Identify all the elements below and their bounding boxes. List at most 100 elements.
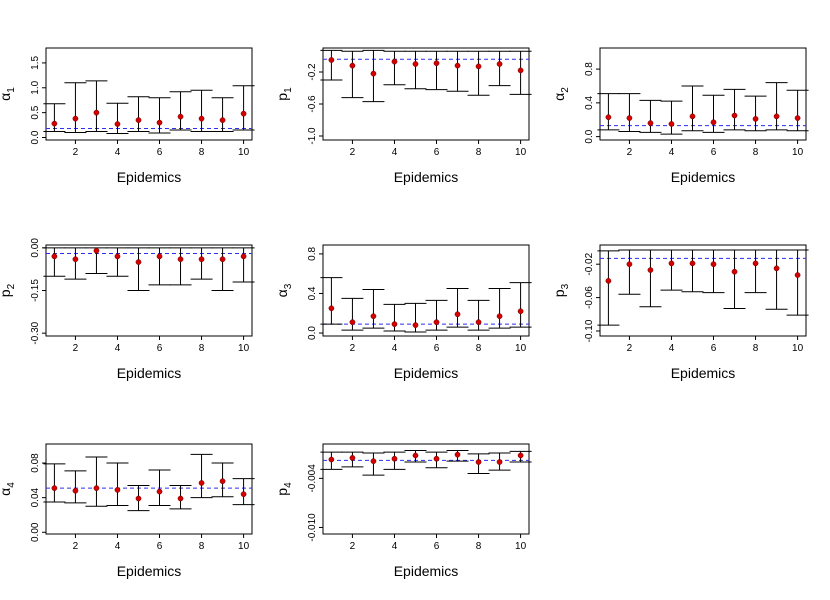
x-tick-label: 8 — [476, 541, 482, 552]
y-tick-label: 0.0 — [30, 130, 41, 144]
x-axis-label: Epidemics — [117, 365, 182, 381]
x-tick-label: 10 — [792, 147, 804, 158]
data-point — [794, 115, 801, 121]
x-axis-label: Epidemics — [394, 563, 459, 579]
data-point — [391, 58, 398, 65]
x-tick-label: 6 — [434, 147, 440, 158]
data-point — [135, 495, 142, 502]
data-point — [51, 253, 58, 260]
panel-5: 2 4 6 8 10 0.0 0.4 0.8 Epidemics α3 — [274, 244, 532, 381]
y-axis-label: p1 — [274, 87, 294, 101]
data-point — [93, 485, 100, 491]
x-axis-label: Epidemics — [671, 365, 736, 381]
y-axis-label-symbol: p — [0, 289, 13, 297]
data-point — [240, 110, 247, 117]
y-axis-label-symbol: α — [0, 488, 13, 496]
data-point — [647, 267, 654, 273]
data-point — [370, 313, 377, 320]
plot-frame — [599, 244, 807, 337]
y-tick-label: 0.4 — [307, 286, 318, 300]
data-point — [93, 109, 100, 116]
x-tick-label: 4 — [115, 147, 121, 158]
x-tick-label: 2 — [350, 541, 356, 552]
x-tick-label: 10 — [238, 541, 250, 552]
x-tick-label: 4 — [669, 147, 675, 158]
data-point — [219, 117, 226, 123]
data-point — [412, 322, 419, 328]
data-point — [328, 305, 335, 312]
data-point — [177, 495, 184, 502]
x-tick-label: 2 — [73, 343, 79, 354]
data-point — [156, 253, 163, 260]
data-point — [135, 117, 142, 123]
data-point — [412, 452, 419, 459]
y-tick-label: -0.10 — [584, 319, 595, 342]
x-tick-label: 10 — [515, 541, 527, 552]
data-point — [433, 455, 440, 462]
x-tick-label: 10 — [515, 147, 527, 158]
plot-frame — [322, 443, 530, 535]
panel-2: 2 4 6 8 10 -1.0 -0.6 -0.2 Epidemics p1 — [274, 47, 532, 185]
data-point — [626, 261, 633, 268]
y-axis-label: α4 — [0, 482, 17, 496]
data-point — [433, 319, 440, 326]
y-tick-label: 0.5 — [30, 105, 41, 119]
x-tick-label: 6 — [434, 343, 440, 354]
y-axis-label: p2 — [0, 283, 17, 297]
data-point — [496, 61, 503, 67]
y-tick-label: -0.02 — [584, 252, 595, 275]
x-tick-label: 10 — [515, 343, 527, 354]
data-point — [752, 116, 759, 122]
data-point — [731, 268, 738, 275]
data-point — [72, 115, 79, 122]
panel-1: 2 4 6 8 10 0.0 0.5 1.0 1.5 Epidemics α1 — [0, 47, 255, 185]
y-tick-label: 0.00 — [30, 522, 41, 542]
x-tick-label: 10 — [792, 343, 804, 354]
y-axis-label-subscript: 2 — [6, 283, 17, 289]
data-point — [773, 113, 780, 120]
x-tick-label: 8 — [199, 541, 205, 552]
data-point — [370, 70, 377, 77]
y-axis-label-subscript: 1 — [6, 87, 17, 93]
data-point — [370, 458, 377, 465]
data-point — [454, 311, 461, 318]
x-tick-label: 6 — [434, 541, 440, 552]
plot-frame — [322, 244, 530, 337]
data-point — [496, 459, 503, 465]
x-axis-label: Epidemics — [117, 563, 182, 579]
data-point — [668, 121, 675, 127]
data-point — [240, 491, 247, 498]
data-point — [626, 115, 633, 121]
data-point — [517, 452, 524, 459]
y-axis-label-subscript: 3 — [560, 283, 571, 289]
x-tick-label: 6 — [157, 541, 163, 552]
data-point — [328, 456, 335, 463]
data-point — [433, 60, 440, 67]
data-point — [647, 120, 654, 126]
data-point — [710, 261, 717, 268]
x-tick-label: 8 — [753, 147, 759, 158]
data-point — [605, 278, 612, 284]
x-tick-label: 6 — [157, 147, 163, 158]
x-tick-label: 4 — [115, 541, 121, 552]
data-point — [72, 256, 79, 263]
y-tick-label: 0.08 — [30, 453, 41, 473]
data-point — [496, 313, 503, 320]
data-point — [517, 67, 524, 74]
data-point — [114, 253, 121, 260]
data-point — [391, 455, 398, 462]
y-axis-label-subscript: 4 — [6, 482, 17, 488]
y-tick-label: -0.2 — [307, 63, 318, 81]
data-point — [328, 57, 335, 63]
data-point — [198, 256, 205, 263]
x-tick-label: 8 — [753, 343, 759, 354]
y-axis-label-subscript: 4 — [283, 482, 294, 488]
panel-6: 2 4 6 8 10 -0.10 -0.06 -0.02 Epidemics p3 — [551, 244, 809, 381]
x-axis-label: Epidemics — [394, 365, 459, 381]
x-tick-label: 6 — [711, 343, 717, 354]
y-axis-label-symbol: α — [551, 93, 567, 101]
x-tick-label: 10 — [238, 147, 250, 158]
